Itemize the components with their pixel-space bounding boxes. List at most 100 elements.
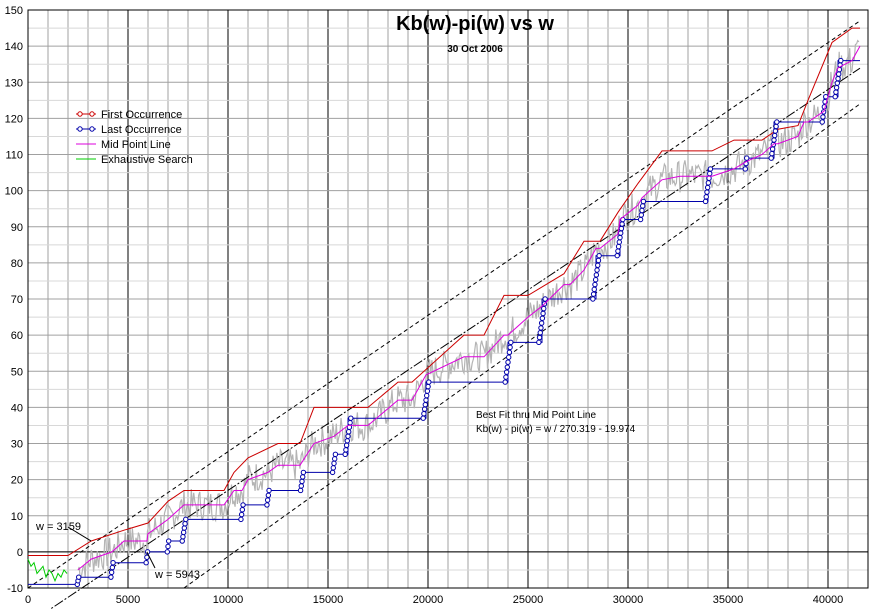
y-tick-label: 0 [17, 547, 23, 559]
last-occurrence-marker [820, 114, 826, 120]
chart-title: Kb(w)-pi(w) vs w [396, 13, 554, 35]
y-tick-label: -10 [7, 583, 23, 595]
last-occurrence-marker [108, 569, 115, 576]
grid [27, 9, 869, 589]
last-occurrence-marker [347, 420, 353, 426]
last-occurrence-marker [542, 296, 548, 302]
last-occurrence-marker [541, 305, 547, 312]
legend-label: Last Occurrence [101, 124, 182, 136]
last-occurrence-marker [540, 310, 546, 317]
legend-marker [77, 111, 83, 117]
last-occurrence-marker [300, 469, 307, 476]
last-occurrence-marker [742, 166, 748, 172]
y-tick-label: 80 [11, 258, 23, 270]
last-occurrence-marker [503, 374, 509, 380]
last-occurrence-marker [300, 474, 306, 480]
last-occurrence-marker [421, 410, 427, 417]
last-occurrence-marker [266, 487, 272, 494]
last-occurrence-marker [834, 80, 840, 86]
x-tick-label: 10000 [213, 594, 244, 606]
last-occurrence-marker [615, 248, 621, 254]
last-occurrence-marker [182, 520, 188, 527]
last-occurrence-marker [768, 155, 774, 161]
y-tick-label: 110 [5, 150, 23, 162]
legend-marker [89, 126, 95, 132]
last-occurrence-marker [343, 442, 350, 449]
last-occurrence-marker [771, 137, 777, 143]
annotations: w = 3159 w = 5943 [35, 521, 200, 581]
last-occurrence-marker [595, 257, 602, 264]
legend-marker [89, 111, 95, 117]
last-occurrence-marker [143, 560, 149, 566]
last-occurrence-marker [774, 119, 780, 125]
last-occurrence-marker [640, 203, 646, 209]
last-occurrence-marker [424, 388, 431, 394]
last-occurrence-marker [420, 415, 426, 421]
last-occurrence-marker [330, 465, 336, 471]
gray-fluctuation-line [77, 39, 860, 581]
last-occurrence-marker [838, 57, 844, 64]
y-tick-label: 50 [11, 366, 23, 378]
mid-point-line-line [77, 45, 861, 571]
last-occurrence-marker [772, 132, 778, 139]
last-occurrence-marker [832, 94, 838, 100]
last-occurrence-marker [833, 84, 840, 91]
last-occurrence-marker [539, 315, 546, 321]
last-occurrence-marker [348, 415, 354, 421]
bound-line [183, 103, 861, 589]
last-occurrence-marker [704, 184, 711, 191]
legend-label: Mid Point Line [101, 139, 171, 151]
last-occurrence-marker [707, 166, 714, 172]
last-occurrence-marker [179, 538, 185, 544]
last-occurrence-marker [332, 451, 339, 458]
last-occurrence-marker [707, 170, 713, 177]
last-occurrence-marker [240, 502, 246, 508]
last-occurrence-marker [615, 243, 622, 250]
last-occurrence-marker [592, 277, 599, 283]
last-occurrence-marker [421, 406, 428, 412]
last-occurrence-marker [618, 225, 625, 232]
legend-marker [77, 126, 83, 132]
plot-frame [27, 9, 869, 589]
last-occurrence-marker [506, 349, 513, 355]
last-occurrence-marker [329, 469, 336, 476]
best-fit-line [49, 67, 861, 609]
last-occurrence-marker [590, 296, 596, 302]
x-tick-label: 40000 [813, 594, 844, 606]
x-tick-label: 20000 [413, 594, 444, 606]
last-occurrence-marker [638, 212, 644, 218]
last-occurrence-marker [238, 511, 245, 518]
best-fit-dashed-line [49, 67, 861, 609]
last-occurrence-marker [773, 123, 779, 130]
last-occurrence-marker [596, 252, 602, 259]
y-tick-label: 90 [11, 222, 23, 234]
series-layer [27, 27, 861, 588]
best-fit-label-1: Best Fit thru Mid Point Line [476, 410, 596, 421]
y-tick-label: 150 [5, 5, 23, 17]
last-occurrence-marker [503, 369, 510, 375]
last-occurrence-marker [298, 483, 304, 489]
last-occurrence-marker [703, 194, 709, 200]
last-occurrence-marker [593, 272, 600, 278]
last-occurrence-marker [502, 379, 508, 385]
last-occurrence-marker [331, 460, 337, 467]
x-tick-label: 15000 [313, 594, 344, 606]
last-occurrence-marker [538, 320, 545, 326]
annotation-leader [146, 551, 156, 569]
last-occurrence-marker [536, 339, 542, 346]
last-occurrence-marker [504, 364, 510, 370]
last-occurrence-marker [705, 180, 712, 186]
last-occurrence-marker [744, 155, 750, 161]
legend-label: First Occurrence [101, 109, 182, 121]
y-tick-label: 30 [11, 439, 23, 451]
y-tick-label: 20 [11, 475, 23, 487]
last-occurrence-marker [507, 344, 513, 351]
last-occurrence-marker [299, 478, 305, 485]
last-occurrence-marker [422, 401, 428, 408]
last-occurrence-marker [76, 574, 82, 580]
last-occurrence-marker [238, 516, 244, 523]
last-occurrence-marker [769, 146, 776, 152]
last-occurrence-marker [110, 560, 116, 566]
last-occurrence-marker [345, 433, 351, 439]
